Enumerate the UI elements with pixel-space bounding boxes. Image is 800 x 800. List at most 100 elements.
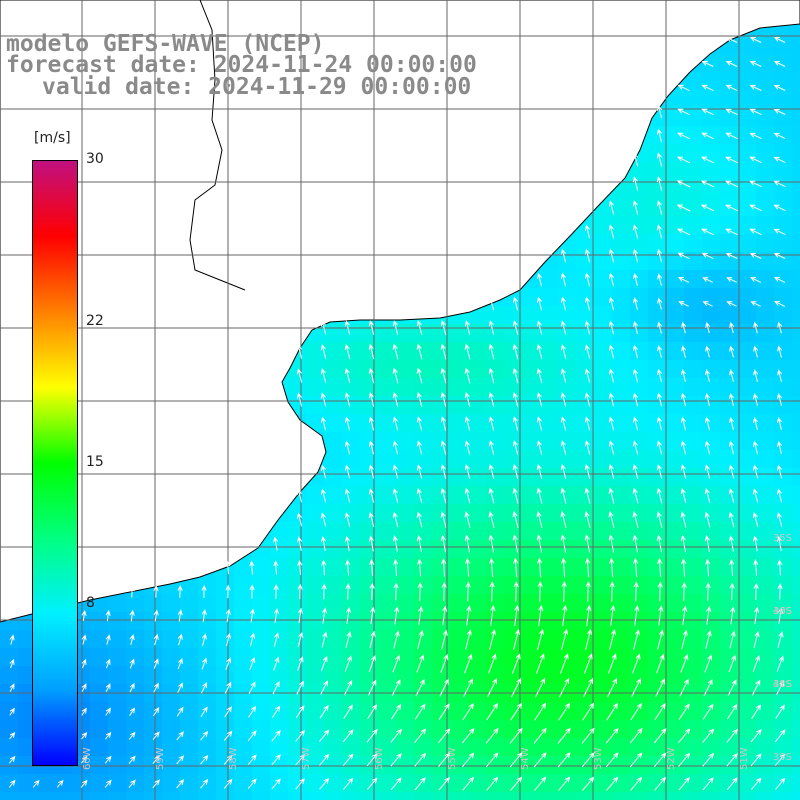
- wind-speed-cell: [792, 36, 800, 54]
- wind-speed-cell: [378, 432, 396, 450]
- wind-arrow: [776, 679, 784, 696]
- wind-arrow: [777, 393, 783, 406]
- wind-speed-cell: [162, 666, 180, 684]
- wind-speed-cell: [450, 468, 468, 486]
- wind-arrow: [680, 416, 687, 431]
- wind-arrow: [561, 557, 567, 578]
- wind-speed-cell: [558, 396, 576, 414]
- wind-arrow: [752, 655, 760, 672]
- wind-arrow: [584, 392, 591, 407]
- wind-arrow: [296, 488, 303, 503]
- wind-arrow: [630, 776, 643, 791]
- wind-speed-cell: [594, 504, 612, 522]
- wind-speed-cell: [216, 756, 234, 774]
- wind-speed-cell: [18, 702, 36, 720]
- wind-arrow: [776, 655, 784, 672]
- wind-speed-cell: [468, 432, 486, 450]
- wind-arrow: [584, 510, 591, 529]
- wind-arrow: [465, 629, 472, 650]
- wind-arrow: [704, 488, 711, 504]
- wind-speed-cell: [396, 774, 414, 792]
- wind-arrow: [729, 392, 735, 407]
- wind-speed-cell: [324, 576, 342, 594]
- wind-speed-cell: [306, 342, 324, 360]
- wind-speed-cell: [468, 324, 486, 342]
- wind-speed-cell: [792, 306, 800, 324]
- wind-speed-cell: [468, 576, 486, 594]
- wind-arrow: [392, 488, 399, 503]
- wind-speed-cell: [702, 756, 720, 774]
- wind-arrow: [773, 61, 786, 67]
- wind-speed-cell: [522, 414, 540, 432]
- wind-arrow: [557, 752, 571, 768]
- wind-speed-cell: [738, 468, 756, 486]
- wind-speed-cell: [666, 198, 684, 216]
- wind-speed-cell: [738, 558, 756, 576]
- wind-speed-cell: [342, 540, 360, 558]
- wind-arrow: [538, 604, 544, 627]
- wind-speed-cell: [702, 216, 720, 234]
- wind-arrow: [488, 511, 495, 528]
- wind-arrow: [152, 779, 160, 789]
- wind-arrow: [632, 152, 639, 167]
- wind-speed-cell: [756, 90, 774, 108]
- wind-speed-cell: [54, 774, 72, 792]
- wind-speed-cell: [630, 702, 648, 720]
- wind-speed-cell: [468, 450, 486, 468]
- wind-speed-cell: [252, 576, 270, 594]
- wind-arrow: [247, 778, 257, 789]
- wind-arrow: [632, 176, 639, 191]
- wind-arrow: [753, 416, 759, 431]
- wind-speed-cell: [594, 630, 612, 648]
- wind-arrow: [81, 658, 87, 669]
- wind-arrow: [9, 683, 15, 692]
- wind-arrow: [442, 605, 448, 626]
- wind-arrow: [9, 707, 15, 716]
- wind-speed-cell: [702, 666, 720, 684]
- longitude-label: 60W: [82, 747, 93, 770]
- wind-speed-cell: [558, 594, 576, 612]
- wind-speed-cell: [522, 324, 540, 342]
- wind-speed-cell: [684, 774, 702, 792]
- longitude-label: 54W: [520, 747, 531, 770]
- wind-speed-cell: [180, 666, 198, 684]
- wind-speed-cell: [594, 594, 612, 612]
- wind-speed-cell: [792, 450, 800, 468]
- wind-speed-cell: [486, 666, 504, 684]
- wind-arrow: [320, 535, 327, 551]
- wind-speed-cell: [648, 432, 666, 450]
- wind-speed-cell: [666, 360, 684, 378]
- wind-speed-cell: [720, 324, 738, 342]
- wind-arrow: [558, 776, 571, 791]
- wind-speed-cell: [522, 738, 540, 756]
- wind-arrow: [440, 464, 447, 479]
- wind-arrow: [676, 228, 691, 236]
- wind-arrow: [632, 368, 639, 383]
- wind-arrow: [440, 487, 447, 504]
- wind-speed-cell: [666, 504, 684, 522]
- wind-speed-cell: [360, 576, 378, 594]
- wind-arrow: [417, 558, 423, 577]
- wind-speed-cell: [504, 792, 522, 800]
- wind-speed-cell: [702, 432, 720, 450]
- wind-speed-cell: [630, 198, 648, 216]
- wind-speed-cell: [702, 720, 720, 738]
- wind-speed-cell: [234, 558, 252, 576]
- wind-speed-cell: [594, 558, 612, 576]
- wind-speed-cell: [594, 774, 612, 792]
- wind-arrow: [656, 440, 663, 455]
- wind-speed-cell: [666, 90, 684, 108]
- wind-speed-cell: [684, 612, 702, 630]
- wind-speed-cell: [558, 414, 576, 432]
- wind-speed-cell: [126, 648, 144, 666]
- wind-speed-cell: [486, 504, 504, 522]
- wind-speed-cell: [774, 234, 792, 252]
- wind-arrow: [774, 301, 786, 307]
- wind-arrow: [656, 248, 663, 263]
- wind-speed-cell: [558, 378, 576, 396]
- wind-speed-cell: [666, 270, 684, 288]
- wind-speed-cell: [612, 756, 630, 774]
- wind-speed-cell: [360, 450, 378, 468]
- wind-speed-cell: [540, 342, 558, 360]
- wind-speed-cell: [774, 252, 792, 270]
